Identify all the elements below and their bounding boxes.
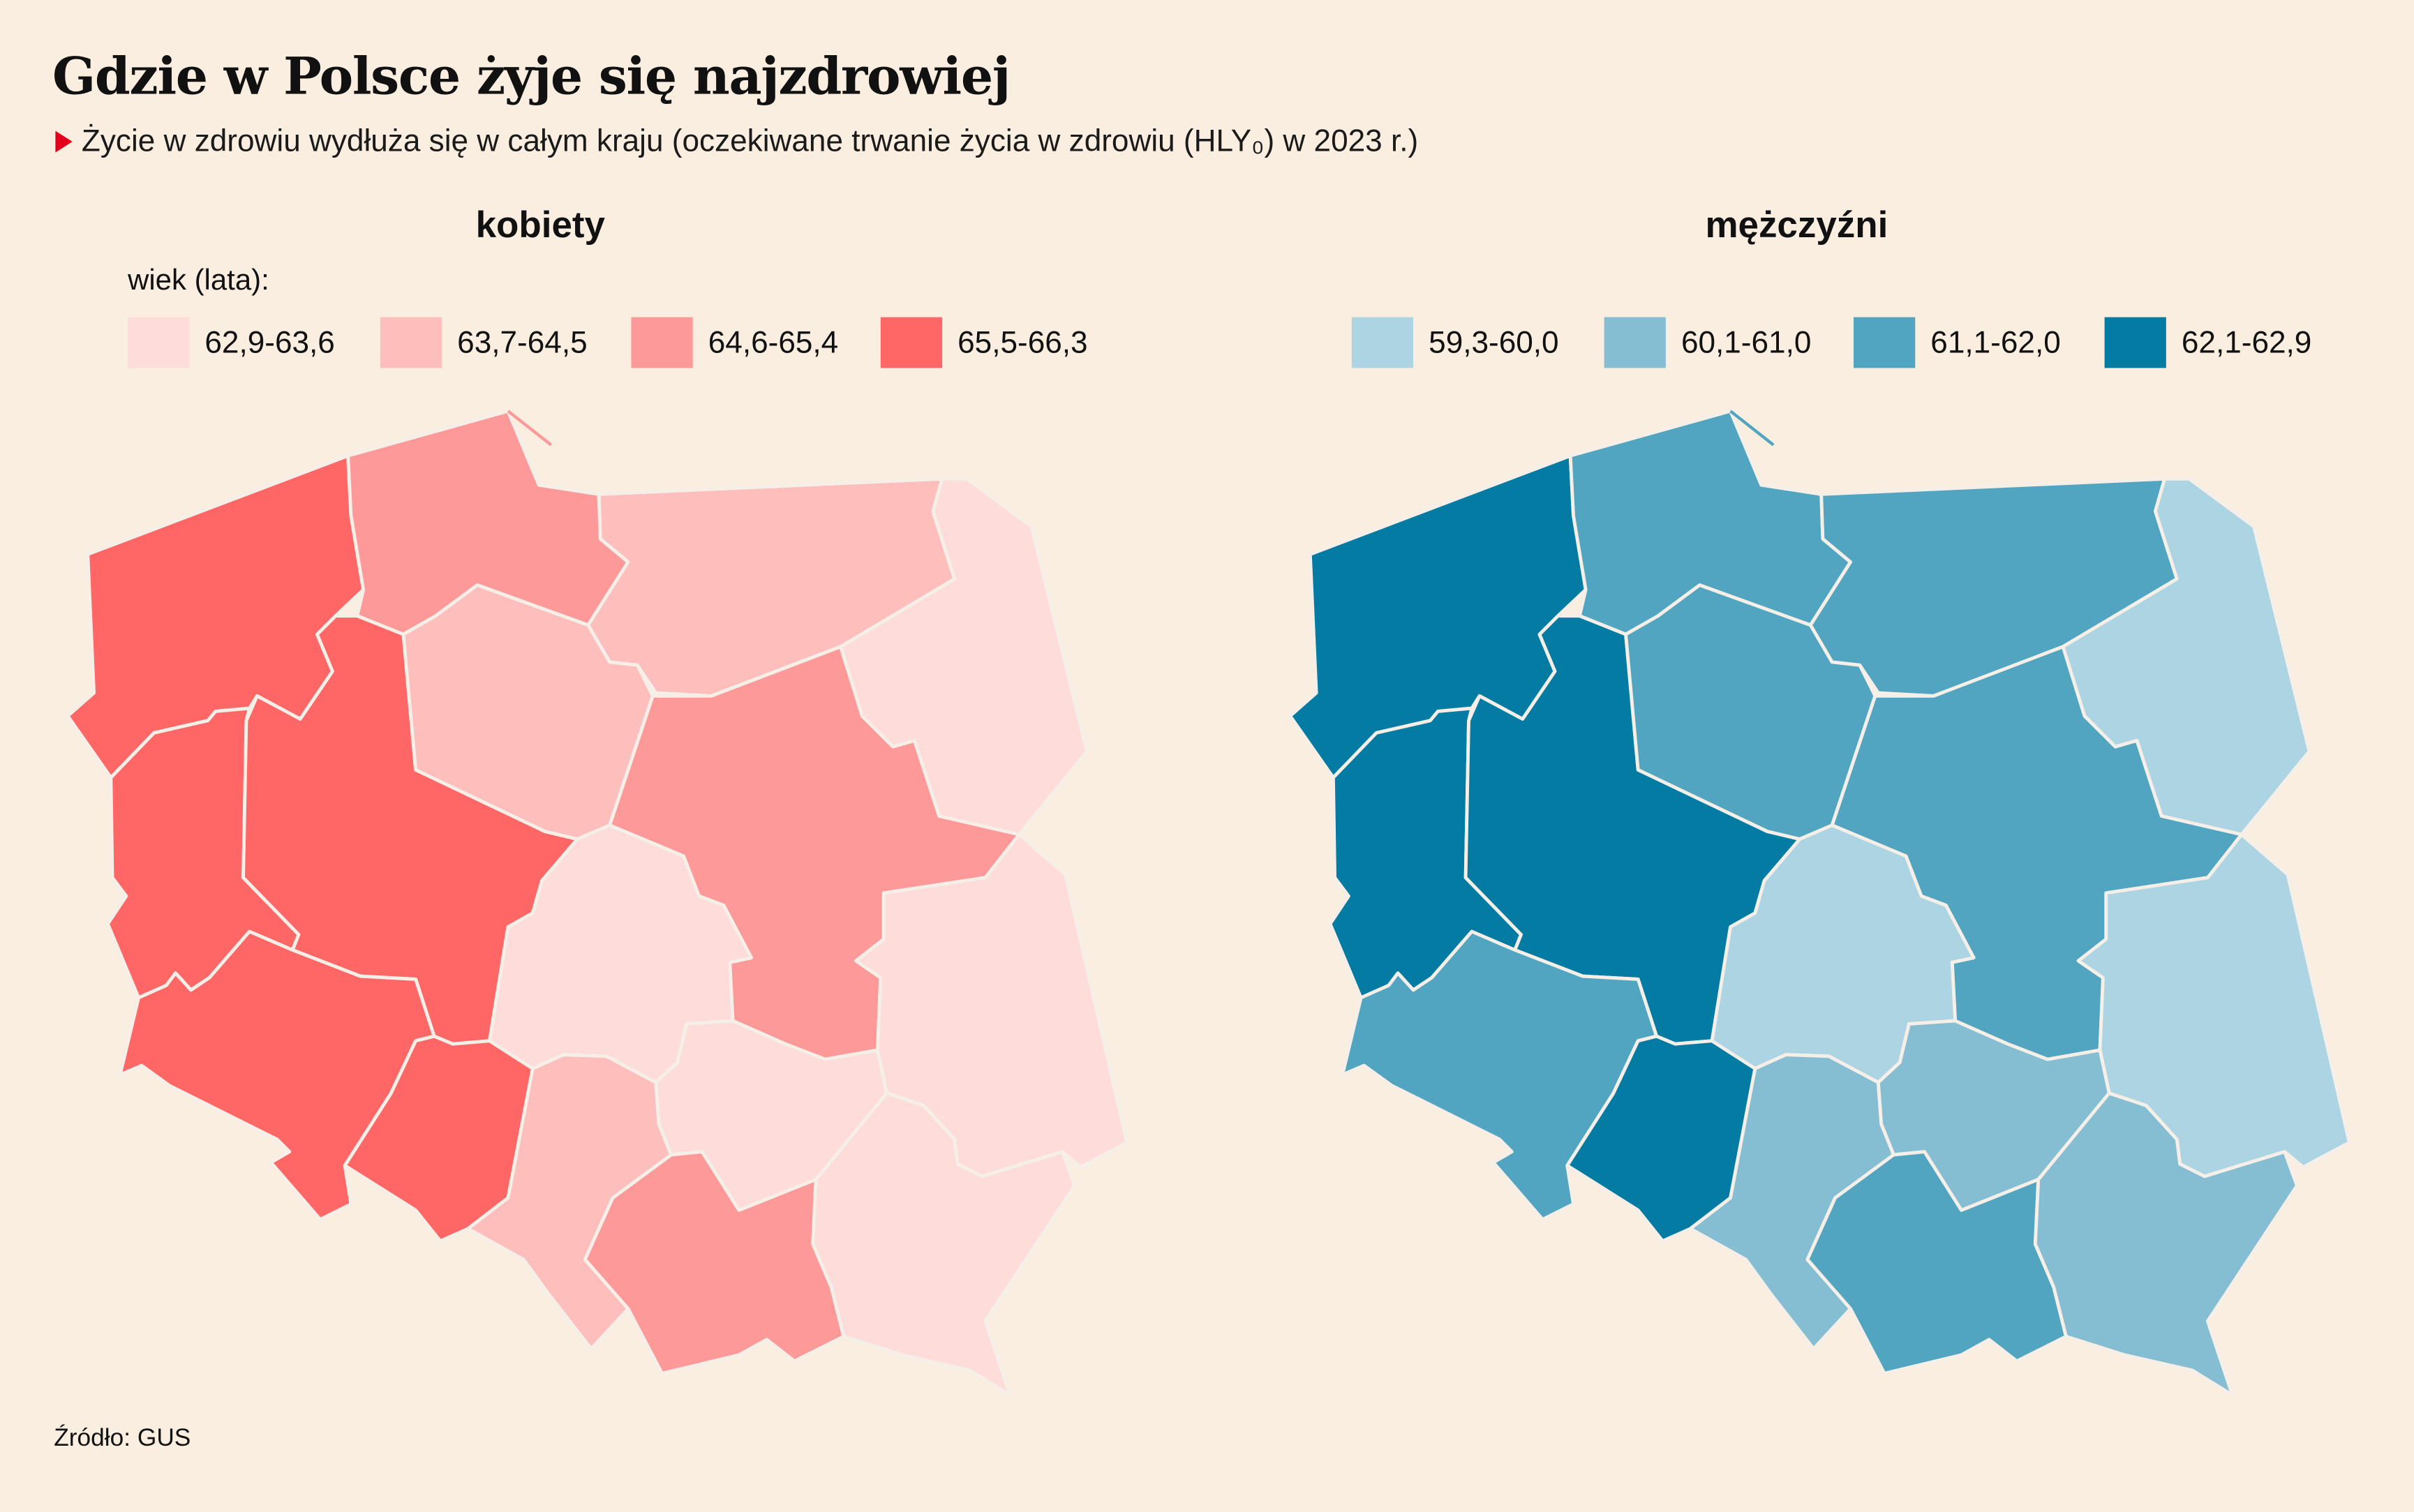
legend-label: 61,1-62,0 — [1930, 326, 2061, 361]
legend-swatch — [880, 317, 943, 368]
legend-swatch — [380, 317, 442, 368]
women-voivodeships — [66, 409, 1129, 1397]
region-kujawsko-pomorskie — [401, 583, 655, 841]
subtitle-text: Życie w zdrowiu wydłuża się w całym kraj… — [81, 124, 1419, 159]
source-note: Źródło: GUS — [54, 1425, 191, 1452]
legend-caption: wiek (lata): — [128, 264, 269, 297]
hel-peninsula — [507, 410, 553, 447]
legend-swatch — [128, 317, 190, 368]
region-podkarpackie — [2033, 1091, 2299, 1397]
legend-label: 62,9-63,6 — [204, 326, 335, 361]
page-title: Gdzie w Polsce żyje się najzdrowiej — [52, 46, 1011, 107]
region-podkarpackie — [811, 1091, 1077, 1397]
legend-swatch — [2104, 317, 2166, 368]
region-kujawsko-pomorskie — [1624, 583, 1877, 841]
men-voivodeships — [1288, 409, 2351, 1397]
men-map-title: mężczyźni — [1705, 204, 1888, 247]
triangle-bullet-icon — [55, 130, 73, 153]
legend-label: 60,1-61,0 — [1681, 326, 1812, 361]
region-malopolskie — [583, 1150, 846, 1375]
legend-label: 65,5-66,3 — [958, 326, 1088, 361]
legend-label: 63,7-64,5 — [457, 326, 588, 361]
women-map-title: kobiety — [475, 204, 605, 247]
legend-label: 59,3-60,0 — [1429, 326, 1559, 361]
legend-label: 64,6-65,4 — [708, 326, 839, 361]
legend-swatch — [1604, 317, 1666, 368]
legend-label: 62,1-62,9 — [2181, 326, 2312, 361]
legend-swatch — [631, 317, 693, 368]
hel-peninsula — [1729, 410, 1775, 447]
legend-swatch — [1854, 317, 1916, 368]
region-malopolskie — [1805, 1150, 2068, 1375]
subtitle: Życie w zdrowiu wydłuża się w całym kraj… — [55, 125, 1418, 160]
legend-swatch — [1351, 317, 1414, 368]
